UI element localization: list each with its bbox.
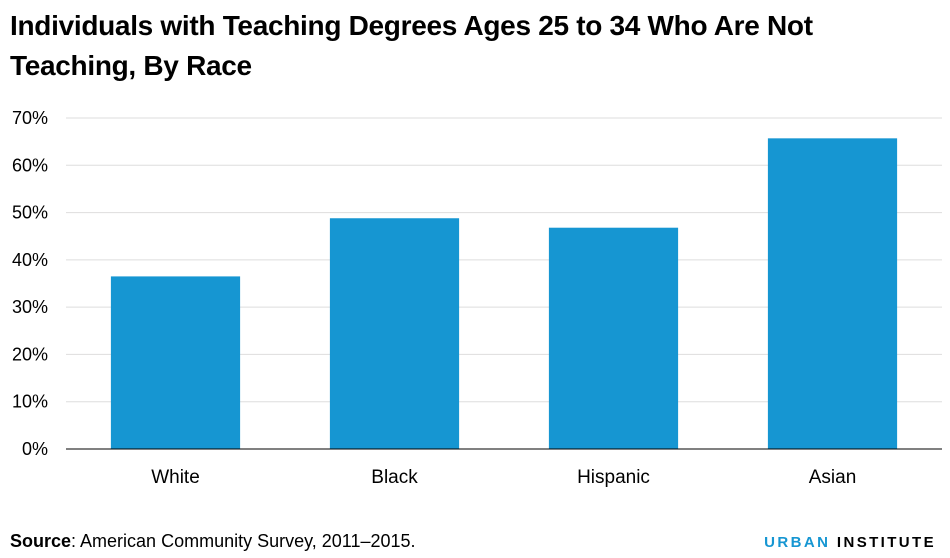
y-tick-label: 30% — [12, 297, 48, 317]
source-label: Source — [10, 531, 72, 551]
source-text: : American Community Survey, 2011–2015. — [71, 531, 416, 551]
source-note: Source: American Community Survey, 2011–… — [10, 531, 416, 552]
brand-word-urban: URBAN — [764, 534, 831, 551]
x-axis-tick-labels: White Black Hispanic Asian — [151, 467, 856, 488]
y-tick-label: 60% — [12, 155, 48, 175]
y-tick-label: 0% — [22, 439, 48, 459]
bars — [110, 138, 898, 449]
x-tick-label-asian: Asian — [809, 467, 857, 488]
x-tick-label-black: Black — [371, 467, 418, 488]
y-tick-label: 50% — [12, 203, 48, 223]
y-tick-label: 40% — [12, 250, 48, 270]
y-tick-label: 70% — [12, 108, 48, 128]
y-tick-label: 20% — [12, 344, 48, 364]
x-tick-label-hispanic: Hispanic — [577, 467, 650, 488]
urban-institute-logo: URBAN INSTITUTE — [764, 534, 936, 551]
bar-black — [329, 218, 460, 449]
y-tick-label: 10% — [12, 392, 48, 412]
brand-word-institute: INSTITUTE — [830, 534, 936, 551]
bar-white — [110, 276, 241, 449]
y-axis-tick-labels: 0% 10% 20% 30% 40% 50% 60% 70% — [12, 108, 48, 459]
bar-hispanic — [548, 227, 679, 449]
bar-asian — [767, 138, 898, 449]
x-tick-label-white: White — [151, 467, 200, 488]
chart-title: Individuals with Teaching Degrees Ages 2… — [10, 10, 813, 81]
